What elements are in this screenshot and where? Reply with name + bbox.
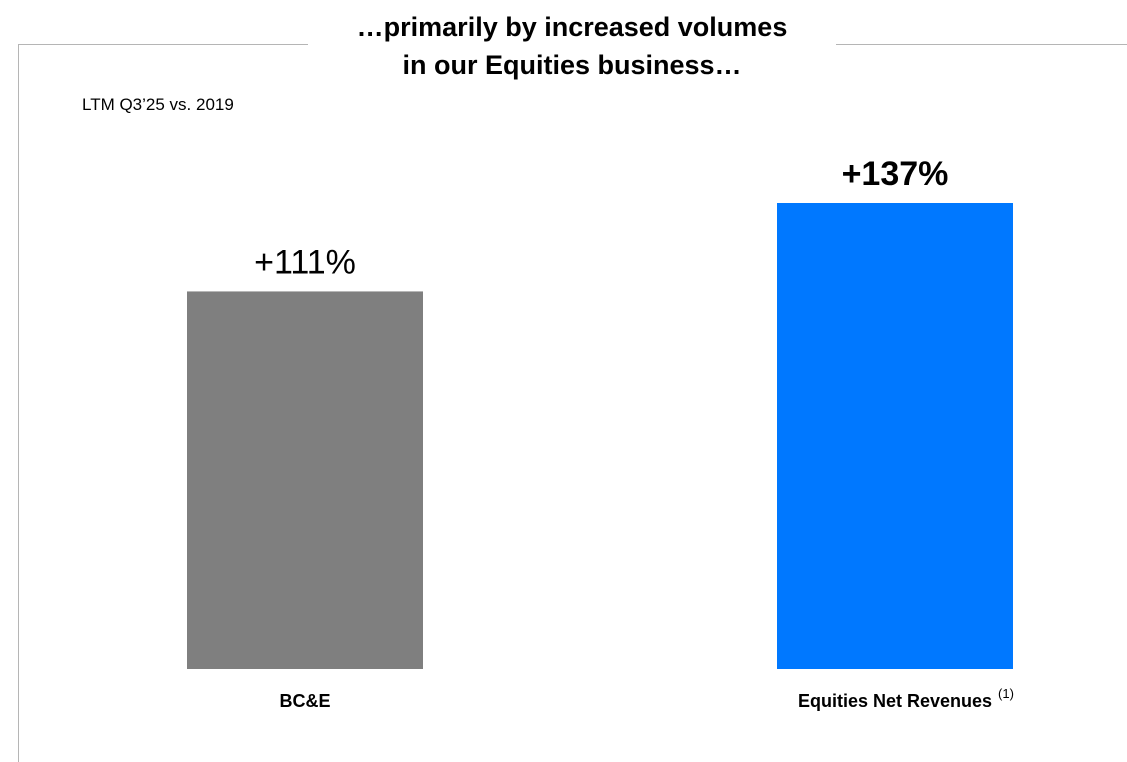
data-label-equities-net-revenues: +137%	[842, 155, 949, 193]
frame-left-border	[18, 44, 19, 762]
page-title-line-2: in our Equities business…	[402, 50, 742, 80]
footnote-marker: (1)	[998, 686, 1014, 701]
data-label-bce: +111%	[254, 243, 356, 281]
page-title-line-1: …primarily by increased volumes	[356, 12, 788, 42]
frame-top-right-border	[836, 44, 1127, 45]
bar-equities-net-revenues	[777, 203, 1013, 669]
category-label-bce: BC&E	[279, 691, 330, 711]
page-title: …primarily by increased volumes in our E…	[318, 8, 826, 84]
frame-top-left-border	[18, 44, 308, 45]
bar-bce	[187, 291, 423, 669]
chart-subtitle: LTM Q3’25 vs. 2019	[82, 95, 234, 114]
category-label-equities-net-revenues: Equities Net Revenues	[798, 691, 992, 711]
